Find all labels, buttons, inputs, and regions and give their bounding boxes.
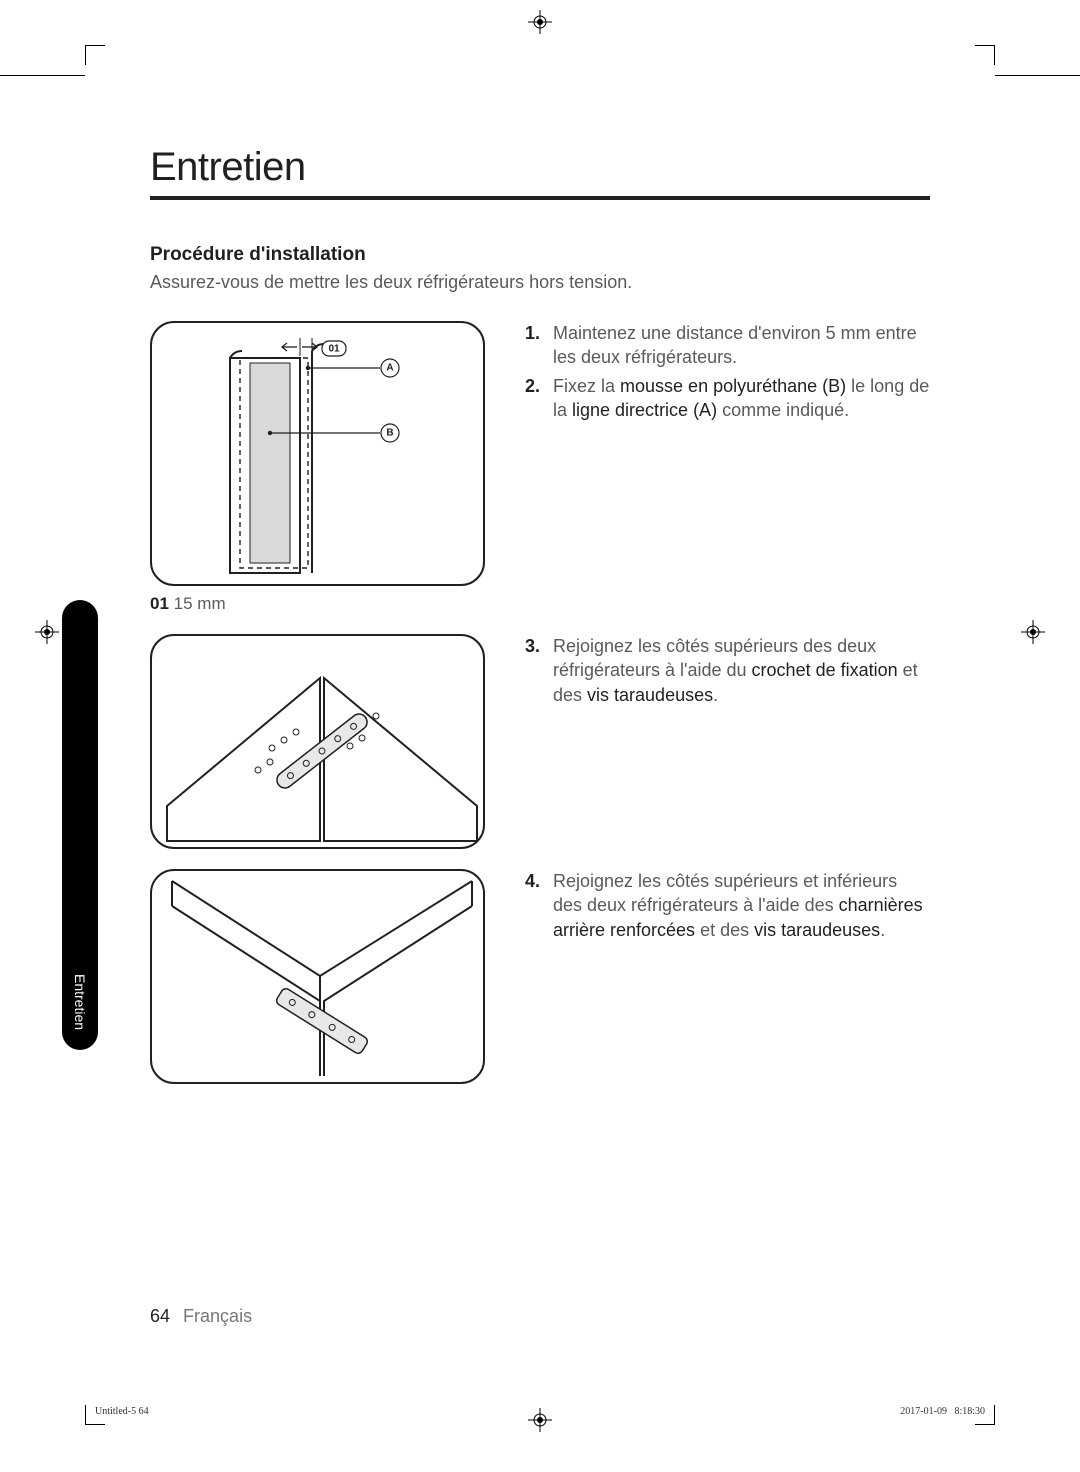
figure1-label-01: 01 xyxy=(328,344,340,355)
section-tab-label: Entretien xyxy=(72,974,88,1030)
figure-1: 01 A B xyxy=(150,321,485,586)
caption-num: 01 xyxy=(150,594,169,613)
row-1: 01 A B 01 15 mm xyxy=(150,321,930,614)
row-2: 3. Rejoignez les côtés supérieurs des de… xyxy=(150,634,930,849)
step-text: Maintenez une distance d'environ 5 mm en… xyxy=(553,321,930,370)
print-meta-right: 2017-01-09 8:18:30 xyxy=(900,1406,985,1417)
section-tab: Entretien xyxy=(62,600,98,1050)
steps-1-2: 1. Maintenez une distance d'environ 5 mm… xyxy=(525,321,930,614)
step-3: 3. Rejoignez les côtés supérieurs des de… xyxy=(525,634,930,707)
page-language: Français xyxy=(183,1306,252,1326)
step-2: 2. Fixez la mousse en polyuréthane (B) l… xyxy=(525,374,930,423)
figure-2 xyxy=(150,634,485,849)
crop-mark xyxy=(0,75,85,76)
steps-3: 3. Rejoignez les côtés supérieurs des de… xyxy=(525,634,930,849)
step-4: 4. Rejoignez les côtés supérieurs et inf… xyxy=(525,869,930,942)
row-3: 4. Rejoignez les côtés supérieurs et inf… xyxy=(150,869,930,1084)
page-number: 64 xyxy=(150,1306,170,1326)
registration-mark-icon xyxy=(35,620,59,644)
step-number: 2. xyxy=(525,374,545,423)
registration-mark-icon xyxy=(528,10,552,34)
crop-mark xyxy=(975,45,995,65)
step-1: 1. Maintenez une distance d'environ 5 mm… xyxy=(525,321,930,370)
page-footer: 64 Français xyxy=(150,1306,252,1327)
crop-mark xyxy=(995,75,1080,76)
figure1-label-a: A xyxy=(386,363,393,374)
figure-3-column xyxy=(150,869,485,1084)
step-number: 4. xyxy=(525,869,545,942)
step-number: 3. xyxy=(525,634,545,707)
section-subhead: Procédure d'installation xyxy=(150,244,930,266)
figure-1-caption: 01 15 mm xyxy=(150,594,485,614)
figure-3 xyxy=(150,869,485,1084)
title-rule xyxy=(150,196,930,200)
figure1-label-b: B xyxy=(386,428,393,439)
step-text: Rejoignez les côtés supérieurs et inféri… xyxy=(553,869,930,942)
page-content: Entretien Procédure d'installation Assur… xyxy=(150,145,930,1104)
crop-mark xyxy=(85,45,105,65)
registration-mark-icon xyxy=(1021,620,1045,644)
caption-val: 15 mm xyxy=(174,594,226,613)
print-meta-left: Untitled-5 64 xyxy=(95,1406,149,1417)
page-title: Entretien xyxy=(150,145,930,190)
steps-4: 4. Rejoignez les côtés supérieurs et inf… xyxy=(525,869,930,1084)
step-text: Fixez la mousse en polyuréthane (B) le l… xyxy=(553,374,930,423)
registration-mark-icon xyxy=(528,1408,552,1432)
figure-2-column xyxy=(150,634,485,849)
section-lead: Assurez-vous de mettre les deux réfrigér… xyxy=(150,272,930,293)
figure-1-column: 01 A B 01 15 mm xyxy=(150,321,485,614)
step-text: Rejoignez les côtés supérieurs des deux … xyxy=(553,634,930,707)
step-number: 1. xyxy=(525,321,545,370)
